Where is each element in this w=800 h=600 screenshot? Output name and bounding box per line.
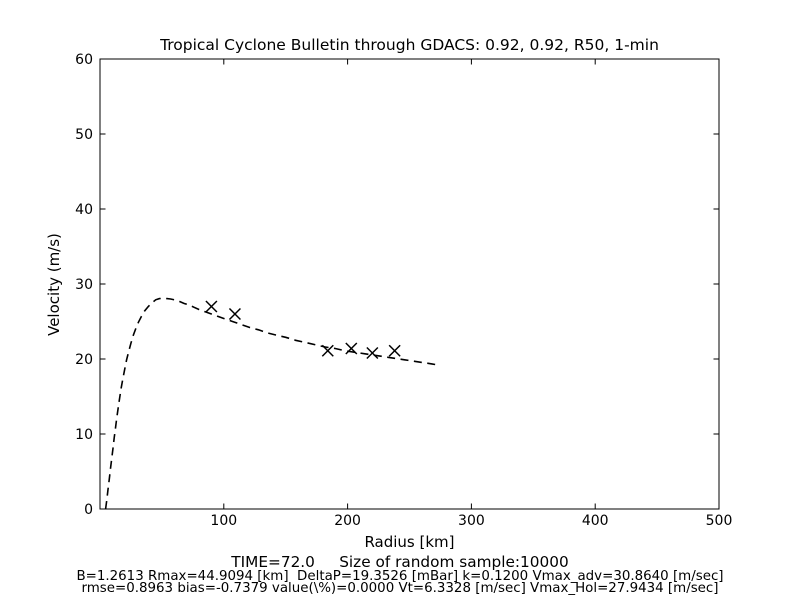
plot-border [99, 58, 720, 510]
stats-annotation: rmse=0.8963 bias=-0.7379 value(\%)=0.000… [81, 581, 718, 596]
x-ticks: 100 200 300 400 500 [210, 59, 732, 529]
x-tick-label: 100 [210, 513, 237, 529]
y-tick-label: 30 [75, 277, 93, 293]
y-tick-label: 20 [75, 352, 93, 368]
observation-markers [205, 300, 401, 360]
x-marker [366, 346, 379, 360]
y-axis-label: Velocity (m/s) [45, 233, 63, 336]
x-tick-label: 200 [334, 513, 361, 529]
x-tick-label: 500 [706, 513, 733, 529]
y-tick-label: 0 [84, 502, 93, 518]
x-marker [321, 344, 334, 357]
chart-title: Tropical Cyclone Bulletin through GDACS:… [159, 36, 659, 54]
y-tick-label: 50 [75, 127, 93, 143]
x-tick-label: 400 [582, 513, 609, 529]
x-axis-label: Radius [km] [364, 533, 454, 551]
y-tick-label: 40 [75, 202, 93, 218]
x-marker [205, 300, 218, 313]
x-marker [388, 344, 401, 357]
x-marker [228, 307, 241, 321]
y-tick-label: 10 [75, 427, 93, 443]
params-annotation: B=1.2613 Rmax=44.9094 [km] DeltaP=19.352… [76, 569, 723, 584]
y-ticks: 0 10 20 30 40 50 60 [75, 52, 719, 518]
x-marker [345, 342, 358, 355]
time-annotation: TIME=72.0 Size of random sample:10000 [230, 553, 568, 571]
y-tick-label: 60 [75, 52, 93, 68]
holland-curve [104, 297, 439, 510]
x-tick-label: 300 [458, 513, 485, 529]
